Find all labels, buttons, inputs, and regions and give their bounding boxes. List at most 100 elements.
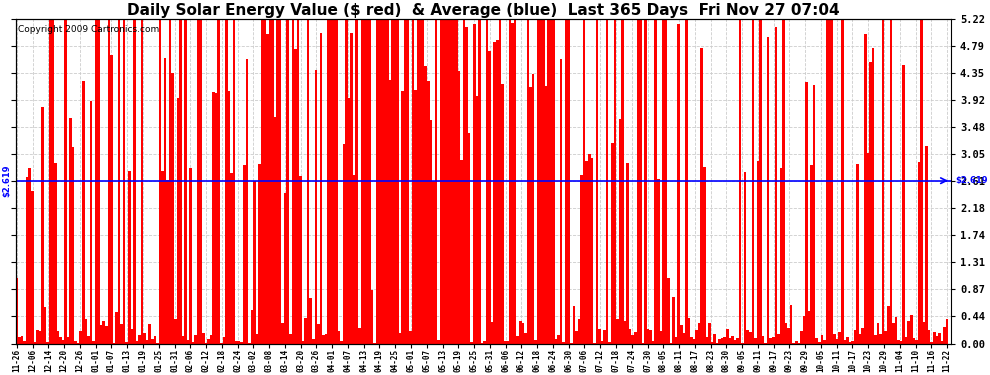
Bar (200, 19, 202, 344)
Bar (197, 19, 200, 344)
Bar (846, 337, 848, 344)
Bar (64, 19, 66, 344)
Bar (95, 19, 97, 344)
Bar (207, 339, 210, 344)
Bar (42, 107, 44, 344)
Bar (719, 339, 721, 344)
Bar (734, 340, 737, 344)
Bar (670, 343, 672, 344)
Bar (642, 343, 644, 344)
Bar (537, 19, 540, 344)
Bar (335, 19, 338, 344)
Bar (637, 19, 640, 344)
Bar (358, 328, 360, 344)
Bar (708, 322, 711, 344)
Bar (936, 336, 939, 344)
Bar (363, 19, 365, 344)
Bar (187, 340, 189, 344)
Bar (877, 324, 879, 344)
Bar (713, 334, 716, 344)
Bar (677, 24, 680, 344)
Bar (554, 339, 557, 344)
Bar (115, 312, 118, 344)
Bar (163, 58, 166, 344)
Bar (72, 147, 74, 344)
Bar (396, 19, 399, 344)
Bar (742, 343, 743, 344)
Bar (649, 330, 651, 344)
Bar (108, 19, 110, 344)
Bar (261, 19, 263, 344)
Bar (662, 19, 664, 344)
Bar (315, 69, 317, 344)
Bar (739, 19, 742, 344)
Bar (785, 323, 787, 344)
Bar (640, 19, 642, 344)
Bar (834, 334, 836, 344)
Bar (179, 19, 182, 344)
Bar (841, 19, 843, 344)
Bar (77, 343, 79, 344)
Bar (110, 56, 113, 344)
Text: $2.619: $2.619 (955, 176, 988, 185)
Bar (818, 342, 821, 344)
Bar (289, 334, 292, 344)
Bar (829, 19, 831, 344)
Bar (535, 340, 537, 344)
Bar (759, 19, 761, 344)
Bar (286, 19, 289, 344)
Bar (616, 319, 619, 344)
Bar (853, 330, 856, 344)
Bar (218, 19, 220, 344)
Bar (422, 19, 425, 344)
Bar (352, 175, 355, 344)
Bar (866, 153, 869, 344)
Bar (273, 117, 276, 344)
Bar (445, 19, 447, 344)
Bar (848, 342, 851, 344)
Bar (223, 338, 225, 344)
Bar (939, 333, 940, 344)
Text: $2.619: $2.619 (2, 164, 11, 197)
Bar (706, 336, 708, 344)
Bar (580, 175, 583, 344)
Bar (659, 331, 662, 344)
Bar (729, 338, 732, 344)
Bar (228, 92, 231, 344)
Bar (787, 328, 790, 344)
Bar (266, 33, 268, 344)
Bar (843, 340, 846, 344)
Bar (478, 19, 481, 344)
Bar (307, 19, 310, 344)
Bar (540, 19, 542, 344)
Bar (310, 298, 312, 344)
Bar (560, 59, 562, 344)
Bar (294, 49, 297, 344)
Bar (134, 19, 136, 344)
Bar (504, 341, 506, 344)
Bar (103, 321, 105, 344)
Bar (281, 323, 284, 344)
Bar (836, 339, 839, 344)
Bar (452, 19, 455, 344)
Bar (53, 164, 56, 344)
Bar (562, 342, 565, 344)
Bar (698, 323, 701, 344)
Bar (583, 19, 585, 344)
Bar (126, 342, 128, 344)
Bar (488, 51, 491, 344)
Bar (823, 340, 826, 344)
Bar (509, 19, 512, 344)
Bar (182, 336, 184, 344)
Bar (632, 335, 634, 344)
Bar (514, 19, 517, 344)
Bar (527, 19, 530, 344)
Bar (782, 19, 785, 344)
Bar (383, 19, 386, 344)
Bar (378, 19, 381, 344)
Bar (634, 332, 637, 344)
Bar (409, 331, 412, 344)
Bar (323, 335, 325, 344)
Bar (341, 341, 343, 344)
Bar (483, 341, 486, 344)
